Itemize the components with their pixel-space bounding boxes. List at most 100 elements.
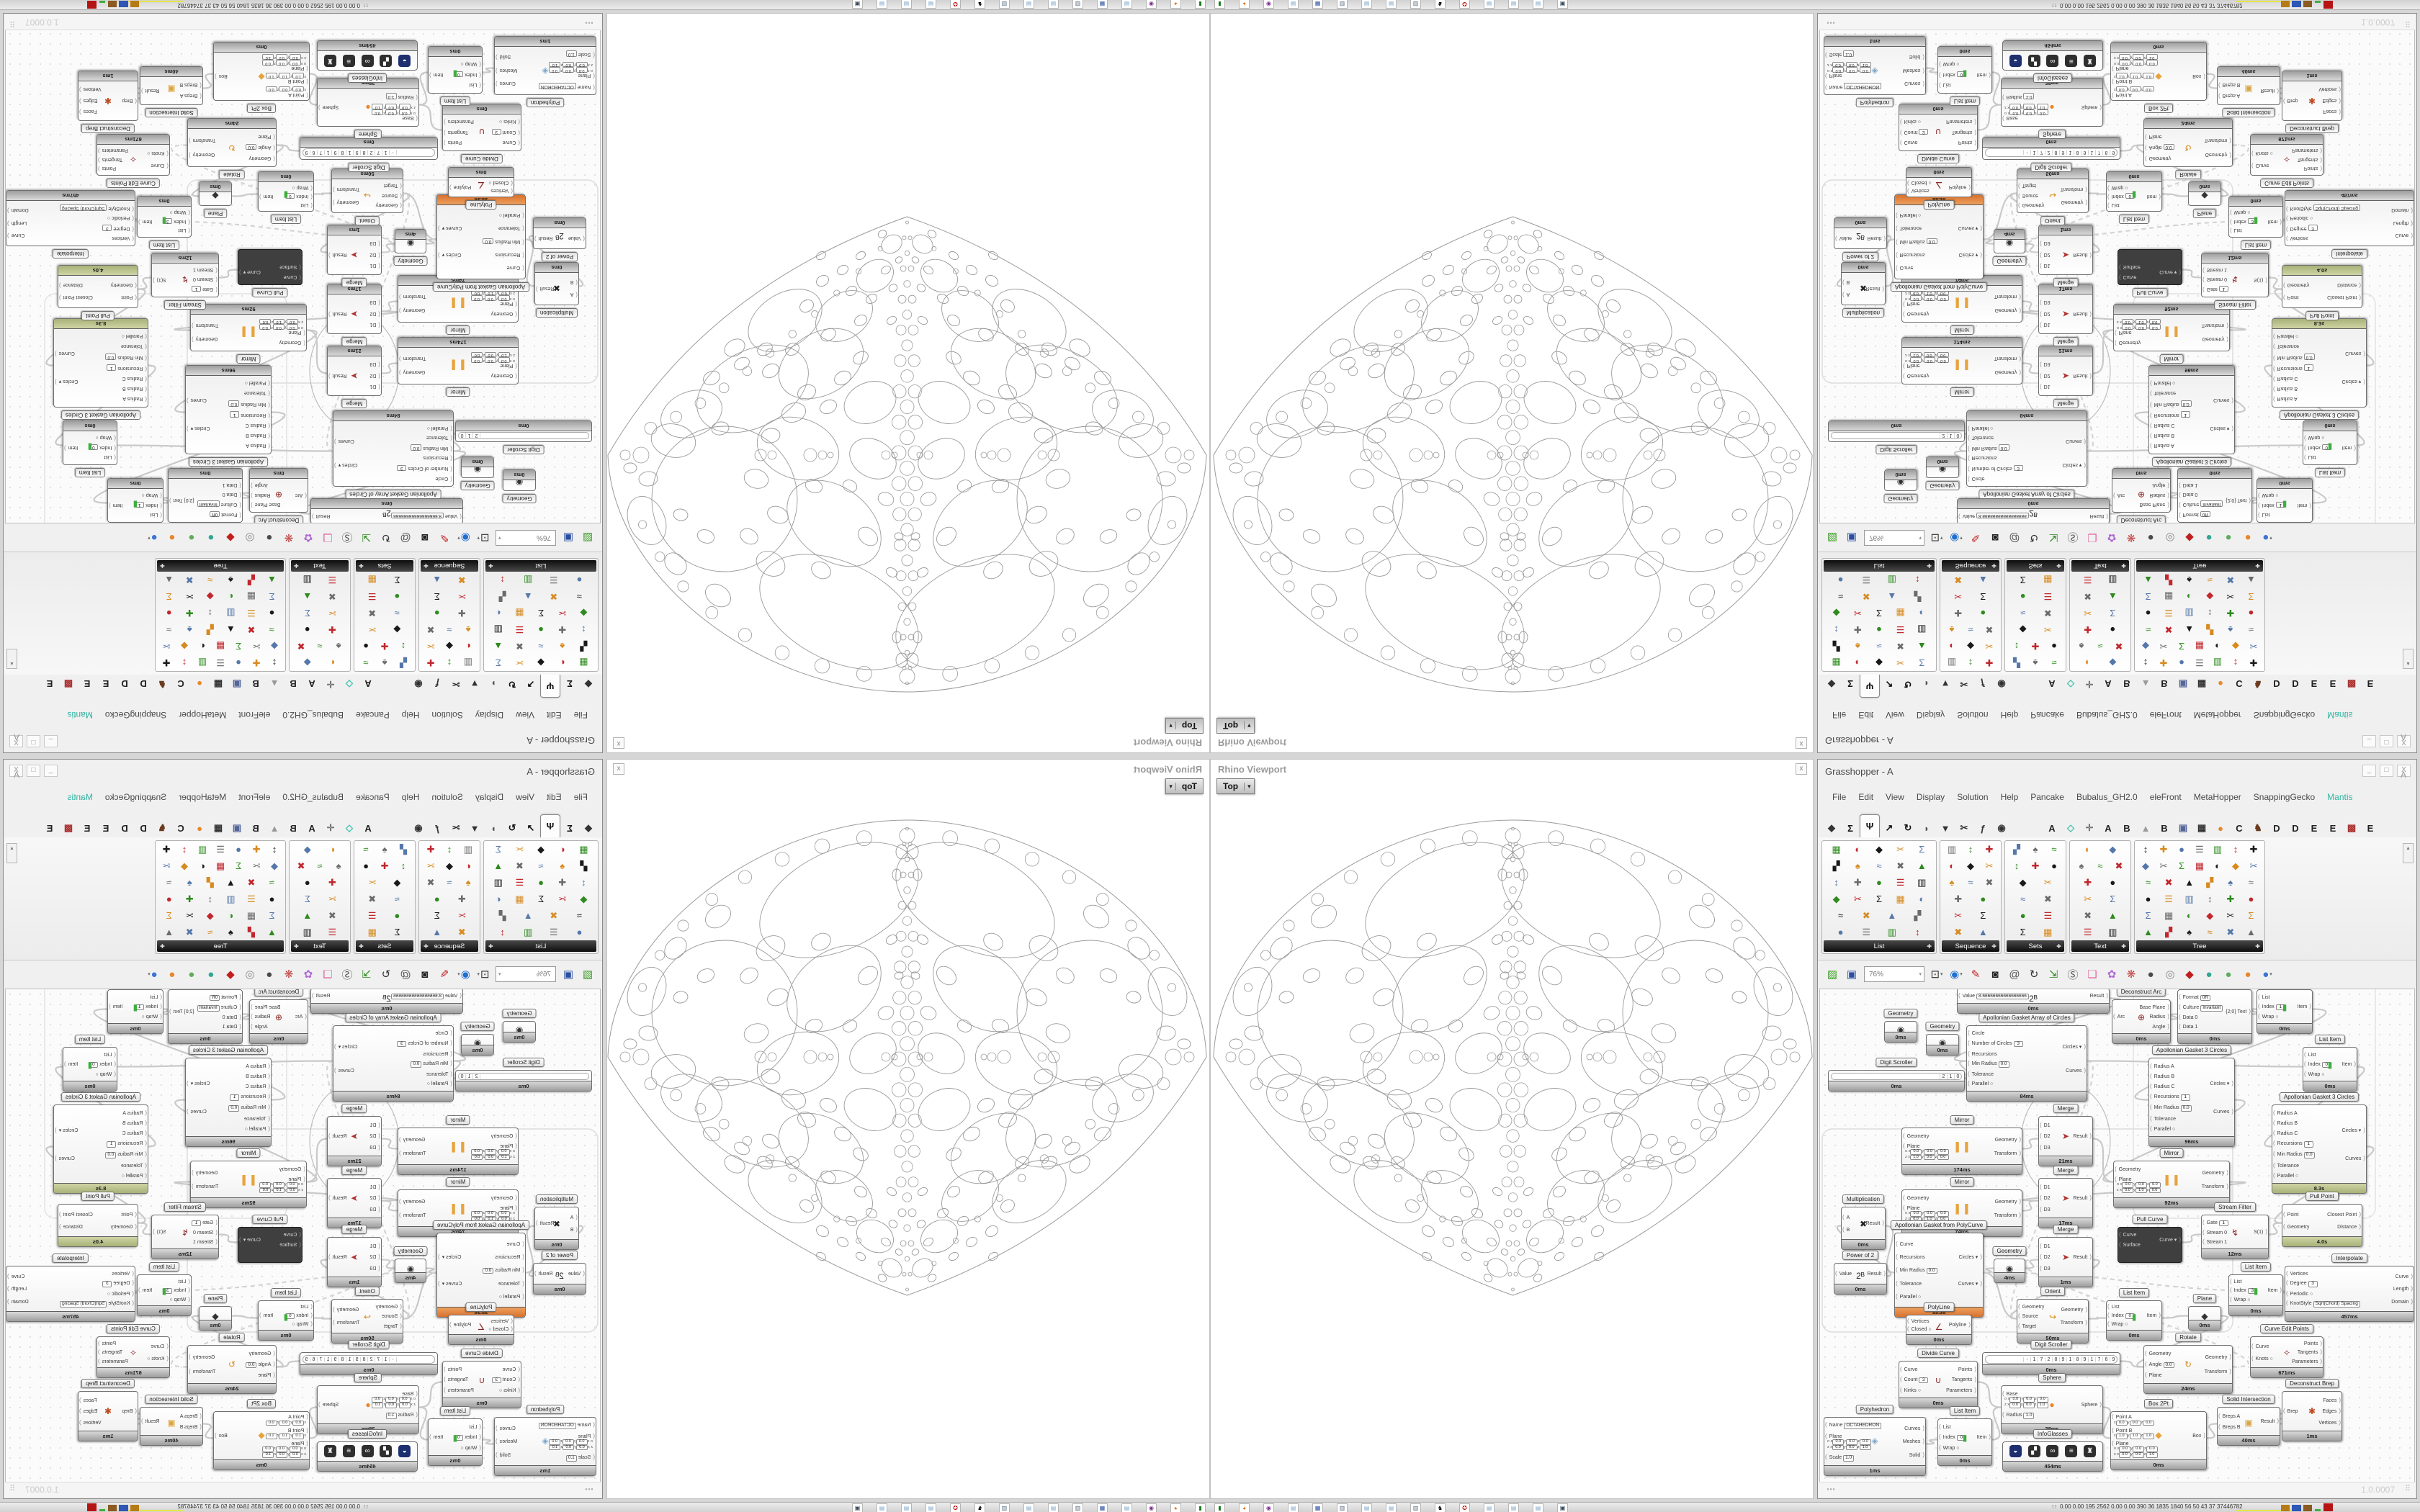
tab-curve[interactable]: ↻ bbox=[508, 822, 516, 833]
sketch-tool-button[interactable]: ✎ bbox=[439, 968, 449, 981]
node-label-ag3c-b[interactable]: Apollonian Gasket 3 Circles bbox=[60, 410, 141, 420]
component-icon[interactable]: ◆ bbox=[1875, 843, 1883, 855]
remote-definition-button[interactable]: @ bbox=[2009, 531, 2020, 544]
component-icon[interactable]: ▲ bbox=[225, 624, 236, 635]
component-icon[interactable]: ↕ bbox=[1968, 657, 1973, 668]
node-label-list-item-e[interactable]: List Item bbox=[439, 96, 471, 106]
tab-plugin-d1[interactable]: D bbox=[140, 822, 147, 834]
node-label-ag3c-b[interactable]: Apollonian Gasket 3 Circles bbox=[2279, 410, 2360, 420]
ribbon-group-label[interactable]: Tree ✚ bbox=[157, 560, 284, 572]
component-icon[interactable]: ↕ bbox=[500, 927, 505, 937]
component-icon[interactable]: ♠ bbox=[187, 624, 192, 635]
menu-item-elefront[interactable]: eleFront bbox=[238, 710, 271, 720]
menu-item-snappinggecko[interactable]: SnappingGecko bbox=[2253, 710, 2316, 720]
node-label-polyhedron[interactable]: Polyhedron bbox=[1855, 1405, 1894, 1414]
component-icon[interactable]: ▥ bbox=[1947, 657, 1957, 669]
tab-display[interactable]: ◉ bbox=[414, 679, 423, 690]
xwires-button[interactable]: ❋ bbox=[2126, 531, 2136, 544]
component-icon[interactable]: ☰ bbox=[2195, 843, 2204, 855]
component-icon[interactable]: ▲ bbox=[225, 877, 236, 888]
notepad-tray-icon-2[interactable]: ▤ bbox=[1361, 1503, 1372, 1512]
tab-plugin-cross[interactable]: ✛ bbox=[2085, 679, 2094, 690]
component-icon[interactable]: ✚ bbox=[380, 860, 389, 871]
component-icon[interactable]: ▦ bbox=[579, 657, 588, 669]
component-icon[interactable]: ↕ bbox=[272, 844, 277, 855]
component-icon[interactable]: ✂ bbox=[252, 641, 261, 652]
node-label-digit-scroller-b[interactable]: Digit Scroller bbox=[2030, 1340, 2072, 1349]
component-icon[interactable]: ☰ bbox=[515, 876, 524, 888]
screenshot-tray-icon[interactable]: ▣ bbox=[1557, 1503, 1568, 1512]
blob-dark-button[interactable]: ● bbox=[2147, 531, 2154, 544]
gh-node-geometry-b[interactable]: ◉ 0ms bbox=[461, 456, 494, 478]
node-label-geometry-a[interactable]: Geometry bbox=[1883, 494, 1918, 503]
component-icon[interactable]: ◆ bbox=[303, 657, 311, 669]
component-icon[interactable]: ▞ bbox=[1832, 641, 1840, 652]
node-label-deconstruct-arc[interactable]: Deconstruct Arc bbox=[2116, 989, 2166, 996]
notepad-tray-icon-1[interactable]: ▤ bbox=[1288, 0, 1299, 9]
component-icon[interactable]: ✚ bbox=[558, 624, 567, 636]
balloon-button[interactable]: ✿ bbox=[303, 531, 313, 544]
tab-params[interactable]: ◆ bbox=[585, 679, 592, 690]
component-icon[interactable]: ▲ bbox=[1887, 591, 1897, 602]
component-icon[interactable]: Σ bbox=[269, 591, 275, 602]
node-label-merge-b[interactable]: Merge bbox=[341, 337, 367, 346]
component-icon[interactable]: ≈ bbox=[2248, 624, 2254, 635]
component-icon[interactable]: ✖ bbox=[2043, 608, 2052, 619]
node-label-plane-node[interactable]: Plane bbox=[203, 209, 228, 218]
component-icon[interactable]: ▥ bbox=[2108, 926, 2118, 937]
gh-node-polyline[interactable]: VerticesClosed ○Polyline∠0ms bbox=[448, 167, 514, 197]
gh-node-mirror-a[interactable]: GeometryPlane o x0.0y0.0z0.0z x1.0y0.0z0… bbox=[1901, 337, 2022, 384]
gh-node-digit-scroller-b[interactable]: -1 7 2 8 9 1 8 9 1 7 6 9 0ms bbox=[300, 137, 438, 160]
notepad-tray-icon-6[interactable]: ▤ bbox=[877, 0, 887, 9]
component-icon[interactable]: ● bbox=[2110, 624, 2116, 635]
component-icon[interactable]: ● bbox=[363, 641, 369, 652]
tab-plugin-dots[interactable]: ▩ bbox=[63, 679, 73, 690]
gh-node-pull-curve[interactable]: CurveSurfaceCurve ▾ bbox=[238, 249, 302, 285]
component-icon[interactable]: ≈ bbox=[576, 910, 582, 921]
firefox-tray-icon[interactable]: ◕ bbox=[1239, 0, 1250, 9]
xwires-button[interactable]: ❋ bbox=[284, 531, 294, 544]
gh-node-list-item-d[interactable]: ListIndex 0Wrap ○Item▮0ms bbox=[258, 171, 314, 212]
component-icon[interactable]: ● bbox=[269, 608, 275, 618]
component-icon[interactable]: ◆ bbox=[1832, 893, 1840, 904]
component-icon[interactable]: ▞ bbox=[1832, 860, 1840, 871]
gh-node-list-item-a[interactable]: ListIndex 1Wrap ○Item▮0ms bbox=[107, 989, 163, 1034]
component-icon[interactable]: ✚ bbox=[1853, 876, 1862, 888]
component-icon[interactable]: ≈ bbox=[1968, 624, 1973, 635]
tab-sets[interactable]: Ψ bbox=[540, 814, 560, 837]
component-icon[interactable]: ● bbox=[2145, 608, 2151, 618]
node-label-deconstruct-arc[interactable]: Deconstruct Arc bbox=[254, 516, 304, 523]
component-icon[interactable]: ✚ bbox=[457, 893, 466, 904]
node-label-ag3c-a[interactable]: Apollonian Gasket 3 Circles bbox=[188, 1045, 269, 1055]
component-icon[interactable]: ✂ bbox=[426, 641, 435, 652]
gh-node-divide-curve[interactable]: CurveCount 3Kinks ○PointsTangentsParamet… bbox=[442, 1361, 521, 1408]
tab-vector[interactable]: ↗ bbox=[526, 822, 535, 833]
gh-node-power-of-2-b[interactable]: ValueResult2ᴮ0ms bbox=[1834, 217, 1887, 249]
gh-node-orient[interactable]: GeometrySourceTargetGeometryTransform↪50… bbox=[331, 1299, 403, 1344]
tab-plugin-bird[interactable]: ♞ bbox=[2254, 822, 2262, 833]
gh-node-geometry-b[interactable]: ◉ 0ms bbox=[1926, 456, 1959, 478]
component-icon[interactable]: ▞ bbox=[1914, 909, 1922, 921]
component-icon[interactable]: ✂ bbox=[426, 860, 435, 871]
tab-plugin-d2[interactable]: D bbox=[2292, 678, 2299, 690]
ribbon-group-label[interactable]: List ✚ bbox=[1824, 560, 1935, 572]
component-icon[interactable]: ≈ bbox=[1838, 910, 1844, 921]
tab-plugin-a2[interactable]: A bbox=[308, 822, 315, 834]
gh-node-mirror-c[interactable]: GeometryPlane o x0.0y0.0z0.0z x0.0y1.0z0… bbox=[2113, 304, 2230, 351]
notepad-tray-icon-2[interactable]: ▤ bbox=[1361, 0, 1372, 9]
component-icon[interactable]: ● bbox=[2051, 860, 2057, 871]
component-icon[interactable]: ≈ bbox=[207, 927, 213, 937]
open-file-button[interactable]: ▨ bbox=[1827, 531, 1838, 544]
owl-tray-icon[interactable]: ◉ bbox=[1263, 1503, 1274, 1512]
node-label-mirror-a[interactable]: Mirror bbox=[446, 1115, 470, 1125]
component-icon[interactable]: ✖ bbox=[1896, 641, 1905, 652]
tab-plugin-b2[interactable]: B bbox=[2161, 678, 2168, 690]
gh-node-digit-scroller-a[interactable]: 2 1 0 0ms bbox=[455, 420, 592, 442]
node-label-divide-curve[interactable]: Divide Curve bbox=[1917, 154, 1959, 163]
component-icon[interactable]: ✂ bbox=[2084, 893, 2092, 904]
component-icon[interactable]: ✖ bbox=[247, 624, 256, 636]
component-icon[interactable]: ▞ bbox=[206, 624, 214, 636]
node-label-geometry-a[interactable]: Geometry bbox=[1883, 1009, 1918, 1018]
ribbon-group-label[interactable]: List ✚ bbox=[1824, 940, 1935, 952]
